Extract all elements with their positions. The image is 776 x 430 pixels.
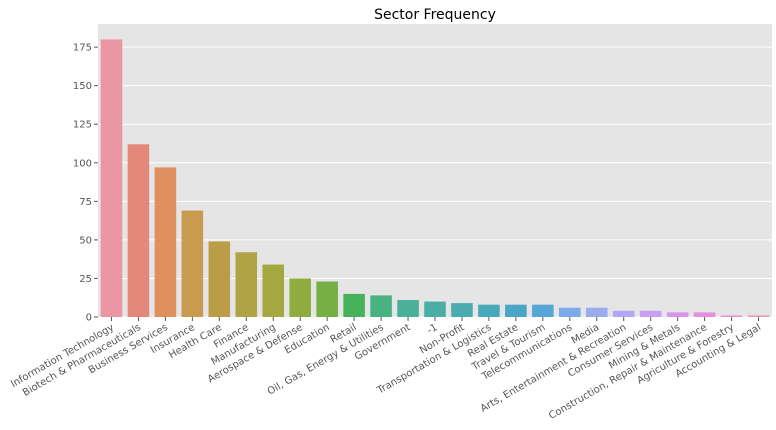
bar: [154, 167, 177, 317]
bar: [370, 295, 392, 317]
bar: [424, 301, 446, 317]
y-tick-label: 75: [79, 197, 92, 208]
bar: [343, 293, 365, 317]
bar: [208, 241, 231, 317]
bar: [505, 304, 527, 317]
y-tick-label: 125: [73, 120, 92, 131]
y-tick-label: 150: [73, 81, 92, 92]
y-tick-label: 100: [73, 158, 92, 169]
bar: [666, 312, 689, 317]
x-tick-label: -1: [425, 322, 439, 337]
bar: [478, 304, 500, 317]
bar: [316, 281, 338, 317]
bar: [612, 310, 635, 317]
bar: [585, 307, 608, 317]
chart-title: Sector Frequency: [374, 7, 496, 23]
y-tick-label: 25: [79, 274, 92, 285]
bar: [289, 278, 311, 317]
bar: [127, 144, 150, 317]
bar: [181, 210, 204, 317]
bar: [720, 315, 743, 317]
y-axis-ticks: 0 25 50 75 100 125 150 175: [73, 43, 98, 324]
bar: [559, 307, 581, 317]
bar: [262, 264, 285, 317]
bar: [639, 310, 662, 317]
bar: [451, 303, 473, 317]
y-tick-label: 175: [73, 43, 92, 54]
bars: [100, 39, 770, 317]
bar: [693, 312, 716, 317]
bar: [100, 39, 123, 317]
x-tick-label: Biotech & Pharmaceuticals: [21, 322, 143, 399]
bar: [397, 300, 419, 317]
y-tick-label: 0: [86, 313, 92, 324]
y-tick-label: 50: [79, 235, 92, 246]
bar: [235, 252, 258, 317]
bar: [747, 315, 770, 317]
bar: [532, 304, 554, 317]
